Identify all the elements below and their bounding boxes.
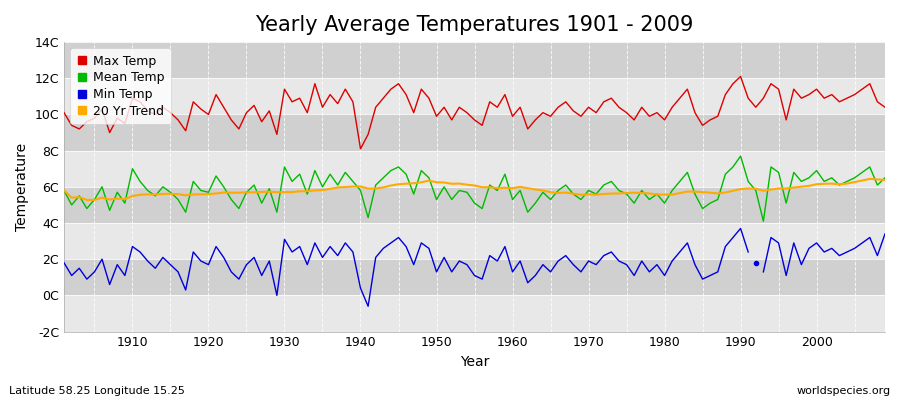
Y-axis label: Temperature: Temperature: [15, 143, 29, 231]
X-axis label: Year: Year: [460, 355, 490, 369]
Bar: [64, 223, 885, 259]
Legend: Max Temp, Mean Temp, Min Temp, 20 Yr Trend: Max Temp, Mean Temp, Min Temp, 20 Yr Tre…: [70, 48, 170, 124]
Bar: [64, 187, 885, 223]
Bar: [64, 42, 885, 78]
Bar: [64, 114, 885, 151]
Bar: [64, 78, 885, 114]
Bar: [64, 151, 885, 187]
Title: Yearly Average Temperatures 1901 - 2009: Yearly Average Temperatures 1901 - 2009: [256, 15, 694, 35]
Text: worldspecies.org: worldspecies.org: [796, 386, 891, 396]
Bar: [64, 295, 885, 332]
Text: Latitude 58.25 Longitude 15.25: Latitude 58.25 Longitude 15.25: [9, 386, 184, 396]
Bar: [64, 259, 885, 295]
